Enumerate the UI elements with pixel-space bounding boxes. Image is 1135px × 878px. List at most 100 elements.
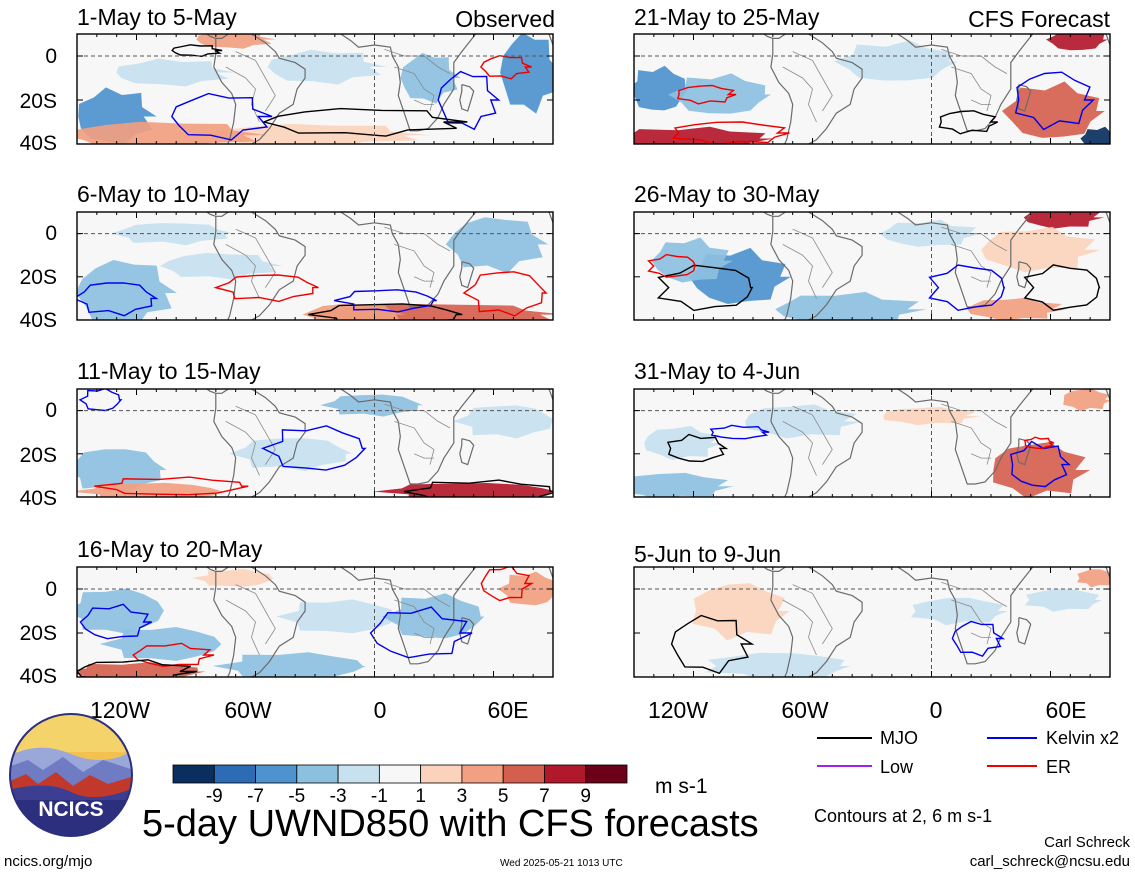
colorbar-swatch (502, 764, 545, 784)
anomaly-shading (967, 297, 1067, 320)
footer-author: Carl Schreck (1044, 834, 1130, 851)
wave-contour (938, 110, 999, 135)
wave-contour (77, 659, 198, 677)
anomaly-shading (160, 252, 283, 280)
anomaly-shading (99, 627, 222, 661)
wave-contour (94, 476, 249, 496)
legend-lines (817, 737, 1037, 767)
coastline (897, 389, 1034, 485)
country-border (394, 66, 435, 112)
anomaly-shading (1063, 389, 1110, 412)
anomaly-shading (229, 438, 353, 471)
wave-contour (479, 54, 532, 80)
anomaly-shading (77, 121, 268, 144)
coastline (213, 571, 237, 677)
colorbar-tick-label: 7 (539, 786, 550, 807)
lat-label-20s-p1: 20S (19, 90, 57, 113)
country-border (235, 51, 276, 112)
wave-contour (437, 70, 501, 131)
country-border (782, 244, 817, 299)
country-border (951, 421, 992, 465)
lat-label-40s-p1: 40S (19, 132, 57, 155)
panel-title-right-3: 31-May to 4-Jun (634, 358, 801, 384)
coastline (340, 34, 477, 132)
coastline (215, 567, 306, 677)
anomaly-shading (302, 304, 405, 320)
colorbar-swatch (585, 764, 628, 784)
lat-label-40s-p3: 40S (19, 487, 57, 510)
coastline (749, 567, 774, 572)
legend-label-mjo: MJO (880, 728, 918, 748)
coastline (213, 216, 237, 320)
colorbar-tick-label: 9 (580, 786, 591, 807)
coastline (215, 34, 306, 144)
coastline (770, 393, 794, 497)
map-panel-R-1 (633, 33, 1111, 145)
colorbar (172, 764, 628, 784)
colorbar-tick-label: 3 (456, 786, 468, 807)
panel-title-left-1: 1-May to 5-May (77, 4, 237, 30)
coastline (213, 38, 237, 144)
country-border (384, 582, 451, 607)
lon-label-left-0: 0 (373, 697, 387, 723)
map-panel-L-1 (76, 33, 554, 145)
colorbar-tick-label: -5 (288, 786, 306, 807)
wave-contour (132, 642, 215, 668)
wave-contour (170, 92, 273, 141)
wave-contour (1010, 440, 1071, 488)
anomaly-shading (668, 73, 771, 114)
coastline (770, 571, 794, 677)
country-border (792, 584, 833, 645)
anomaly-shading (1046, 34, 1108, 51)
country-border (384, 403, 451, 429)
coastline (772, 567, 863, 677)
anomaly-shading (1080, 126, 1110, 144)
anomaly-shading (911, 597, 1008, 626)
lat-label-0-p4: 0 (45, 578, 57, 601)
colorbar-swatch (213, 764, 256, 784)
wave-contour (369, 606, 473, 659)
coastline (213, 393, 237, 497)
wave-contour (1023, 264, 1101, 311)
colorbar-swatch (378, 764, 422, 784)
anomaly-shading (192, 568, 275, 587)
country-border (971, 276, 991, 282)
cfs-forecast-label: CFS Forecast (968, 6, 1110, 32)
wave-contour (676, 84, 737, 105)
wave-contour (78, 389, 123, 412)
country-border (225, 599, 260, 656)
anomaly-shading (634, 126, 775, 144)
coastline (770, 216, 794, 320)
colorbar-tick-label: -1 (370, 786, 388, 807)
anomaly-shading (453, 405, 553, 439)
wave-contour (951, 620, 1006, 657)
footer-email: carl_schreck@ncsu.edu (969, 853, 1130, 870)
panel-title-right-1: 21-May to 25-May (634, 4, 820, 30)
colorbar-swatch (255, 764, 298, 784)
colorbar-swatch (544, 764, 587, 784)
wave-contour (1023, 436, 1055, 450)
coastline (459, 84, 475, 112)
legend-label-low: Low (880, 757, 914, 777)
wave-contour (308, 303, 463, 320)
wave-contour (77, 282, 159, 317)
coastline (897, 567, 1034, 665)
country-border (792, 228, 833, 288)
lon-label-left-60w: 60W (224, 697, 272, 723)
map-panel-L-3 (76, 388, 554, 498)
country-border (414, 99, 434, 105)
country-border (792, 51, 833, 112)
lat-label-20s-p3: 20S (19, 444, 57, 467)
panel-title-right-2: 26-May to 30-May (634, 181, 820, 207)
anomaly-shading (400, 52, 461, 104)
map-panel-R-2 (633, 211, 1111, 321)
lat-label-0-p2: 0 (45, 222, 57, 245)
wave-contour (213, 274, 319, 303)
footer-url: ncics.org/mjo (4, 853, 93, 870)
colorbar-tick-label: -7 (247, 786, 264, 807)
map-panel-L-4 (76, 566, 554, 678)
colorbar-units: m s-1 (655, 775, 708, 798)
coastline (459, 438, 475, 466)
panel-title-left-2: 6-May to 10-May (77, 181, 250, 207)
wave-contour (334, 289, 437, 313)
